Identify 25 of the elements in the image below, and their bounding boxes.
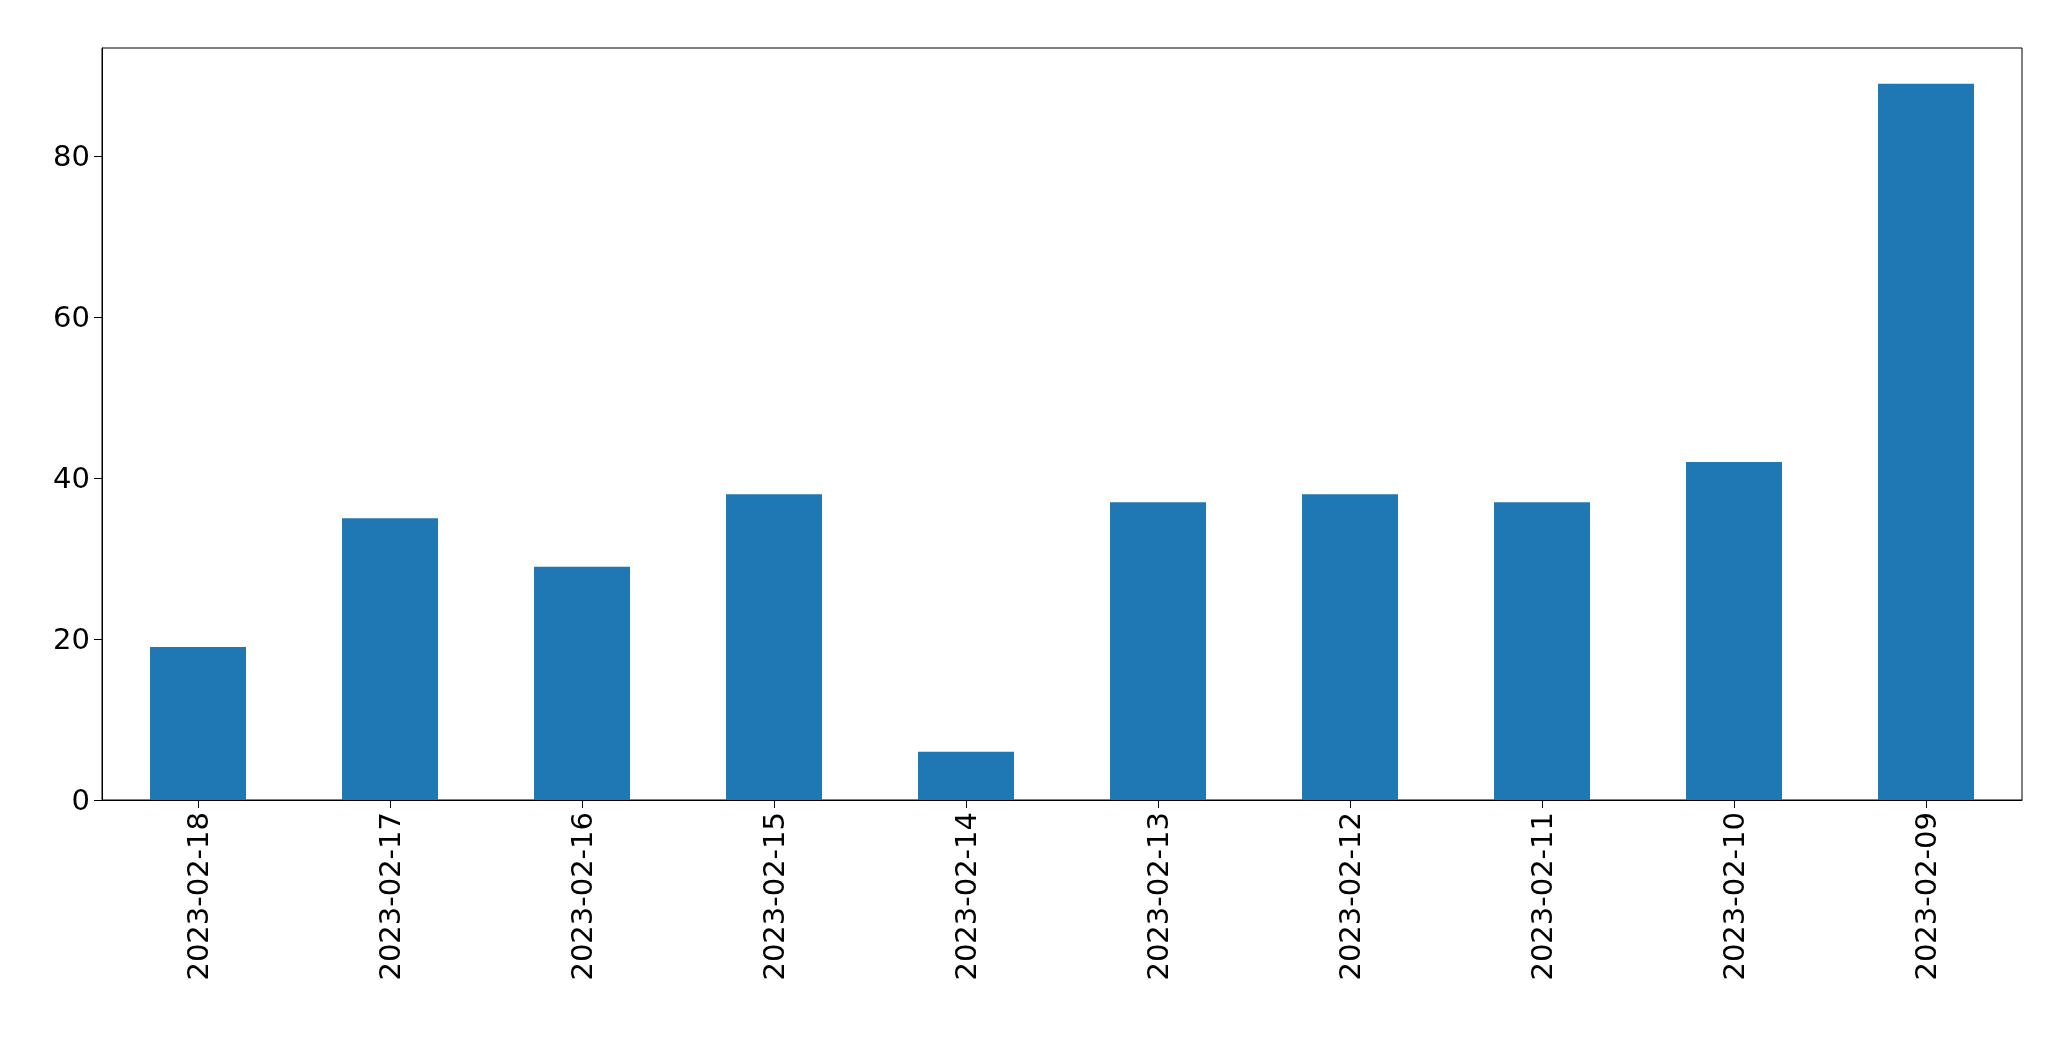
y-tick-label: 60 bbox=[53, 300, 90, 335]
x-tick-label: 2023-02-09 bbox=[1909, 812, 1943, 981]
x-tick-label: 2023-02-10 bbox=[1717, 812, 1751, 981]
bar bbox=[918, 751, 1014, 800]
y-tick-label: 80 bbox=[53, 139, 90, 174]
x-tick-label: 2023-02-13 bbox=[1141, 812, 1175, 981]
x-tick-label: 2023-02-18 bbox=[181, 812, 215, 981]
y-tick-label: 0 bbox=[71, 783, 90, 817]
bar bbox=[1878, 83, 1974, 800]
x-tick-label: 2023-02-14 bbox=[949, 812, 983, 981]
bar bbox=[534, 566, 630, 800]
x-tick-label: 2023-02-17 bbox=[373, 812, 407, 981]
bar bbox=[1110, 502, 1206, 800]
y-tick-label: 20 bbox=[53, 622, 90, 657]
x-tick-label: 2023-02-15 bbox=[757, 812, 791, 981]
bar bbox=[1302, 494, 1398, 800]
bar bbox=[1494, 502, 1590, 800]
bar bbox=[150, 647, 246, 800]
x-tick-label: 2023-02-11 bbox=[1525, 812, 1559, 981]
bar bbox=[1686, 462, 1782, 800]
bar bbox=[342, 518, 438, 800]
y-tick-label: 40 bbox=[53, 461, 90, 496]
x-tick-label: 2023-02-12 bbox=[1333, 812, 1367, 981]
x-tick-label: 2023-02-16 bbox=[565, 812, 599, 981]
bar bbox=[726, 494, 822, 800]
